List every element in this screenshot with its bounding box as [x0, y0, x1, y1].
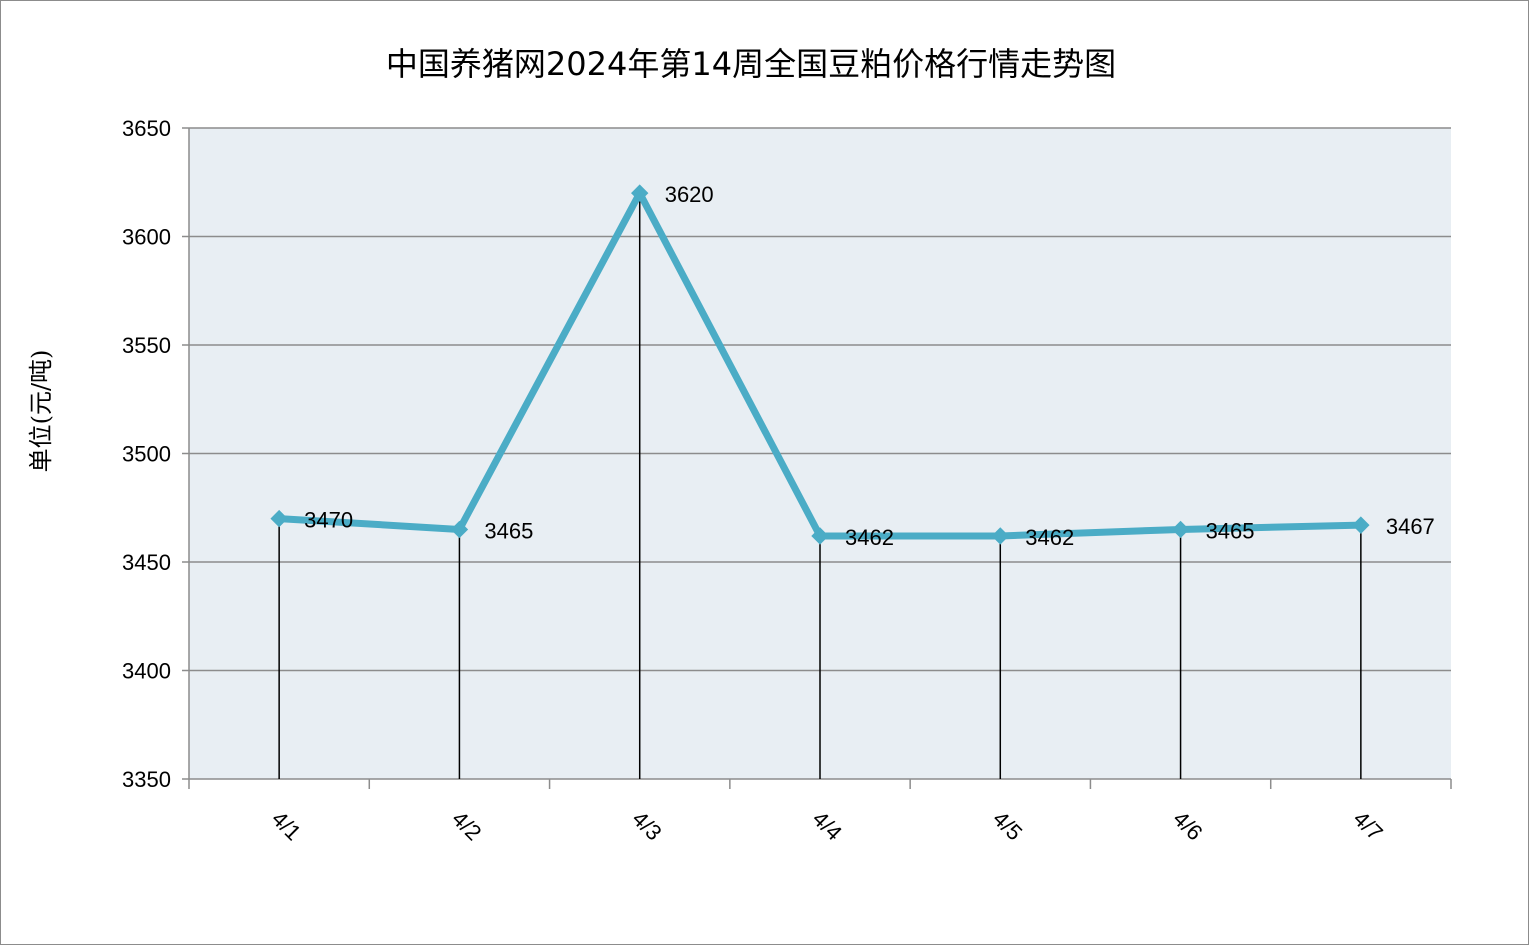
x-tick-label: 4/1: [267, 806, 306, 845]
y-tick-label: 3400: [122, 659, 171, 684]
data-label: 3465: [484, 518, 533, 543]
data-point-marker: [1352, 516, 1370, 534]
x-tick-label: 4/5: [988, 806, 1027, 845]
data-label: 3470: [304, 508, 353, 533]
y-tick-label: 3450: [122, 550, 171, 575]
y-tick-label: 3500: [122, 442, 171, 467]
x-tick-label: 4/4: [808, 806, 847, 845]
data-label: 3462: [845, 525, 894, 550]
data-point-marker: [991, 527, 1009, 545]
x-axis-ticks: 4/1 4/2 4/3 4/4 4/5 4/6 4/7: [267, 806, 1388, 845]
chart-title: 中国养猪网2024年第14周全国豆粕价格行情走势图: [386, 45, 1116, 83]
x-tick-label: 4/2: [447, 806, 486, 845]
y-tick-label: 3650: [122, 116, 171, 141]
x-tick-label: 4/7: [1349, 806, 1388, 845]
y-tick-label: 3600: [122, 225, 171, 250]
data-point-marker: [1171, 520, 1190, 539]
data-label: 3462: [1025, 525, 1074, 550]
x-tick-label: 4/3: [627, 806, 666, 845]
x-tick-label: 4/6: [1168, 806, 1207, 845]
y-axis-label: 单位(元/吨): [27, 350, 55, 473]
data-point-marker: [270, 509, 288, 528]
data-point-marker: [811, 527, 829, 545]
data-label: 3467: [1386, 514, 1435, 539]
drop-lines: [278, 193, 1362, 779]
data-markers: [270, 184, 1370, 545]
data-label: 3620: [665, 182, 714, 207]
data-labels: 3470 3465 3620 3462 3462 3465 3467: [304, 182, 1435, 550]
y-tick-label: 3350: [122, 767, 171, 792]
y-axis-ticks: 3350 3400 3450 3500 3550 3600 3650: [122, 116, 189, 792]
data-point-marker: [450, 520, 469, 539]
data-point-marker: [631, 184, 649, 202]
data-label: 3465: [1206, 518, 1255, 543]
y-tick-label: 3550: [122, 333, 171, 358]
